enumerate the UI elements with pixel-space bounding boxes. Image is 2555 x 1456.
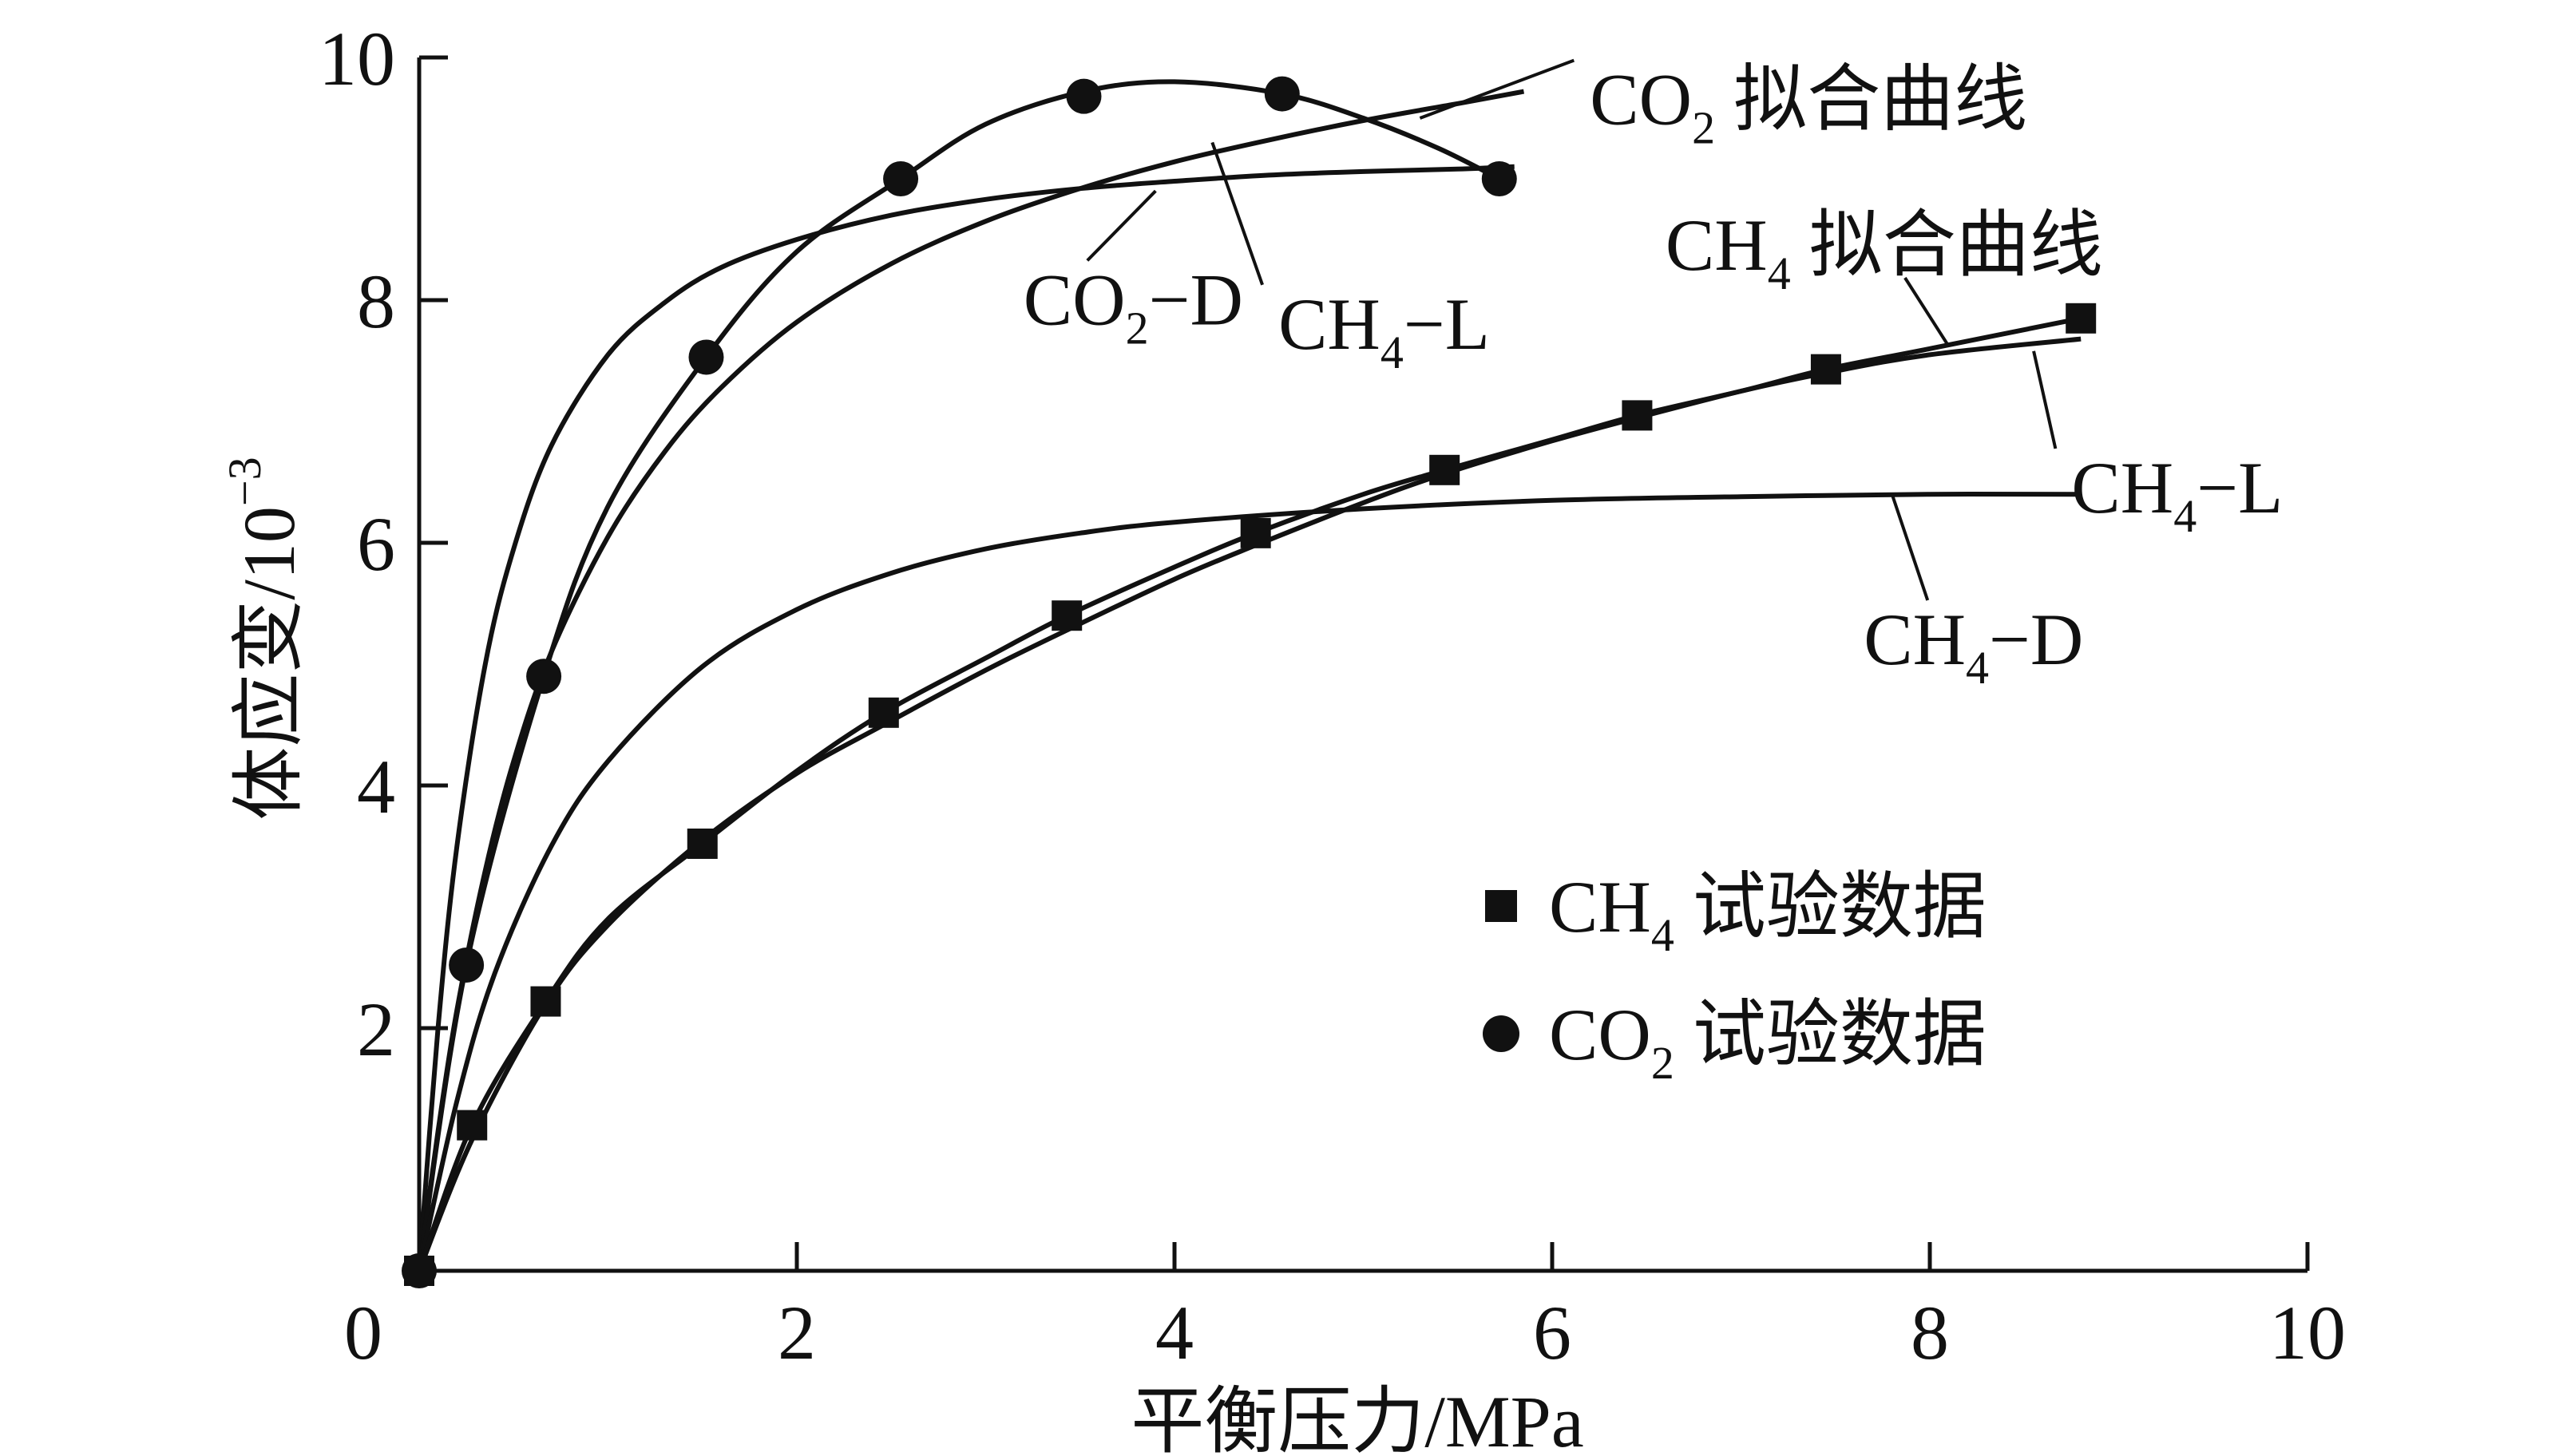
annotation-ch4: CH4 拟合曲线 [1666,204,2103,299]
x-tick-label: 6 [1533,1290,1571,1375]
ch4-data-point [1622,400,1653,431]
legend-label: CO2 试验数据 [1549,994,1987,1089]
co2-data-point [449,947,485,983]
svg-text:体应变/10−3: 体应变/10−3 [219,457,310,820]
annotation-leader [1890,493,1930,601]
y-axis-label-exponent: −3 [219,457,271,506]
annotation-leader [1210,141,1264,286]
ch4-data-point [457,1110,488,1141]
y-axis-label: 体应变/10−3 [219,457,310,820]
annotation-ch4-l: CH4−L [1278,283,1490,378]
y-tick-label: 6 [357,501,395,587]
y-tick-label: 4 [357,744,395,829]
co2-data-point [688,339,724,375]
ch4-data-point [530,986,561,1017]
co2-data-point [526,659,562,694]
annotation-leader [1903,276,1951,347]
annotation-leader [2032,350,2058,449]
y-axis-label-text: 体应变/10 [228,506,310,821]
curve-annotations: CO2 拟合曲线 CO2−D CH4−L CH4 拟合曲线 CH4−L CH4−D [1024,59,2283,694]
curve-ch4-l-co2 [417,89,1525,1272]
co2-data-point [883,161,919,196]
x-tick-label: 8 [1911,1290,1949,1375]
axes [417,57,2307,1273]
ch4-data-point [868,697,899,728]
co2-data-point [1481,161,1517,196]
legend-marker-circle [1483,1015,1519,1052]
ch4-data-point [687,828,718,859]
x-axis-label: 平衡压力/MPa [1131,1381,1583,1456]
ch4-data-point [2066,303,2097,334]
y-tick-label: 8 [357,259,395,344]
curve-co2 [417,79,1501,1272]
annotation-leader [1419,58,1575,120]
data-markers [402,76,2097,1288]
x-tick-label: 10 [2269,1290,2346,1375]
annotation-ch4-l: CH4−L [2071,447,2283,542]
ch4-data-point [1810,354,1841,385]
co2-data-point [402,1253,437,1288]
ch4-data-point [1240,517,1271,548]
axis-ticks: 0 2 4 6 8 10 2 4 6 8 10 [319,16,2346,1375]
ch4-data-point [1429,454,1460,485]
fitted-curves [417,79,2082,1272]
y-tick-label: 10 [319,16,395,101]
curve-ch4-l [417,336,2082,1272]
annotation-leader [1086,189,1157,262]
legend-label: CH4 试验数据 [1549,866,1987,961]
legend: CH4 试验数据 CO2 试验数据 [1483,866,1987,1089]
co2-data-point [1066,78,1102,114]
annotation-co2: CO2 拟合曲线 [1590,59,2027,154]
legend-marker-square [1485,890,1517,922]
curve-ch4 [417,315,2082,1272]
annotation-ch4-d: CH4−D [1864,599,2083,694]
curve-co2-d [417,164,1515,1272]
x-tick-label: 0 [344,1290,382,1375]
co2-data-point [1264,76,1300,112]
curve-ch4-d [417,491,2082,1272]
x-tick-label: 4 [1155,1290,1194,1375]
x-tick-label: 2 [778,1290,816,1375]
annotation-leader-lines [1086,58,2058,601]
annotation-co2-d: CO2−D [1024,259,1243,354]
ch4-data-point [1052,600,1083,631]
y-tick-label: 2 [357,987,395,1072]
